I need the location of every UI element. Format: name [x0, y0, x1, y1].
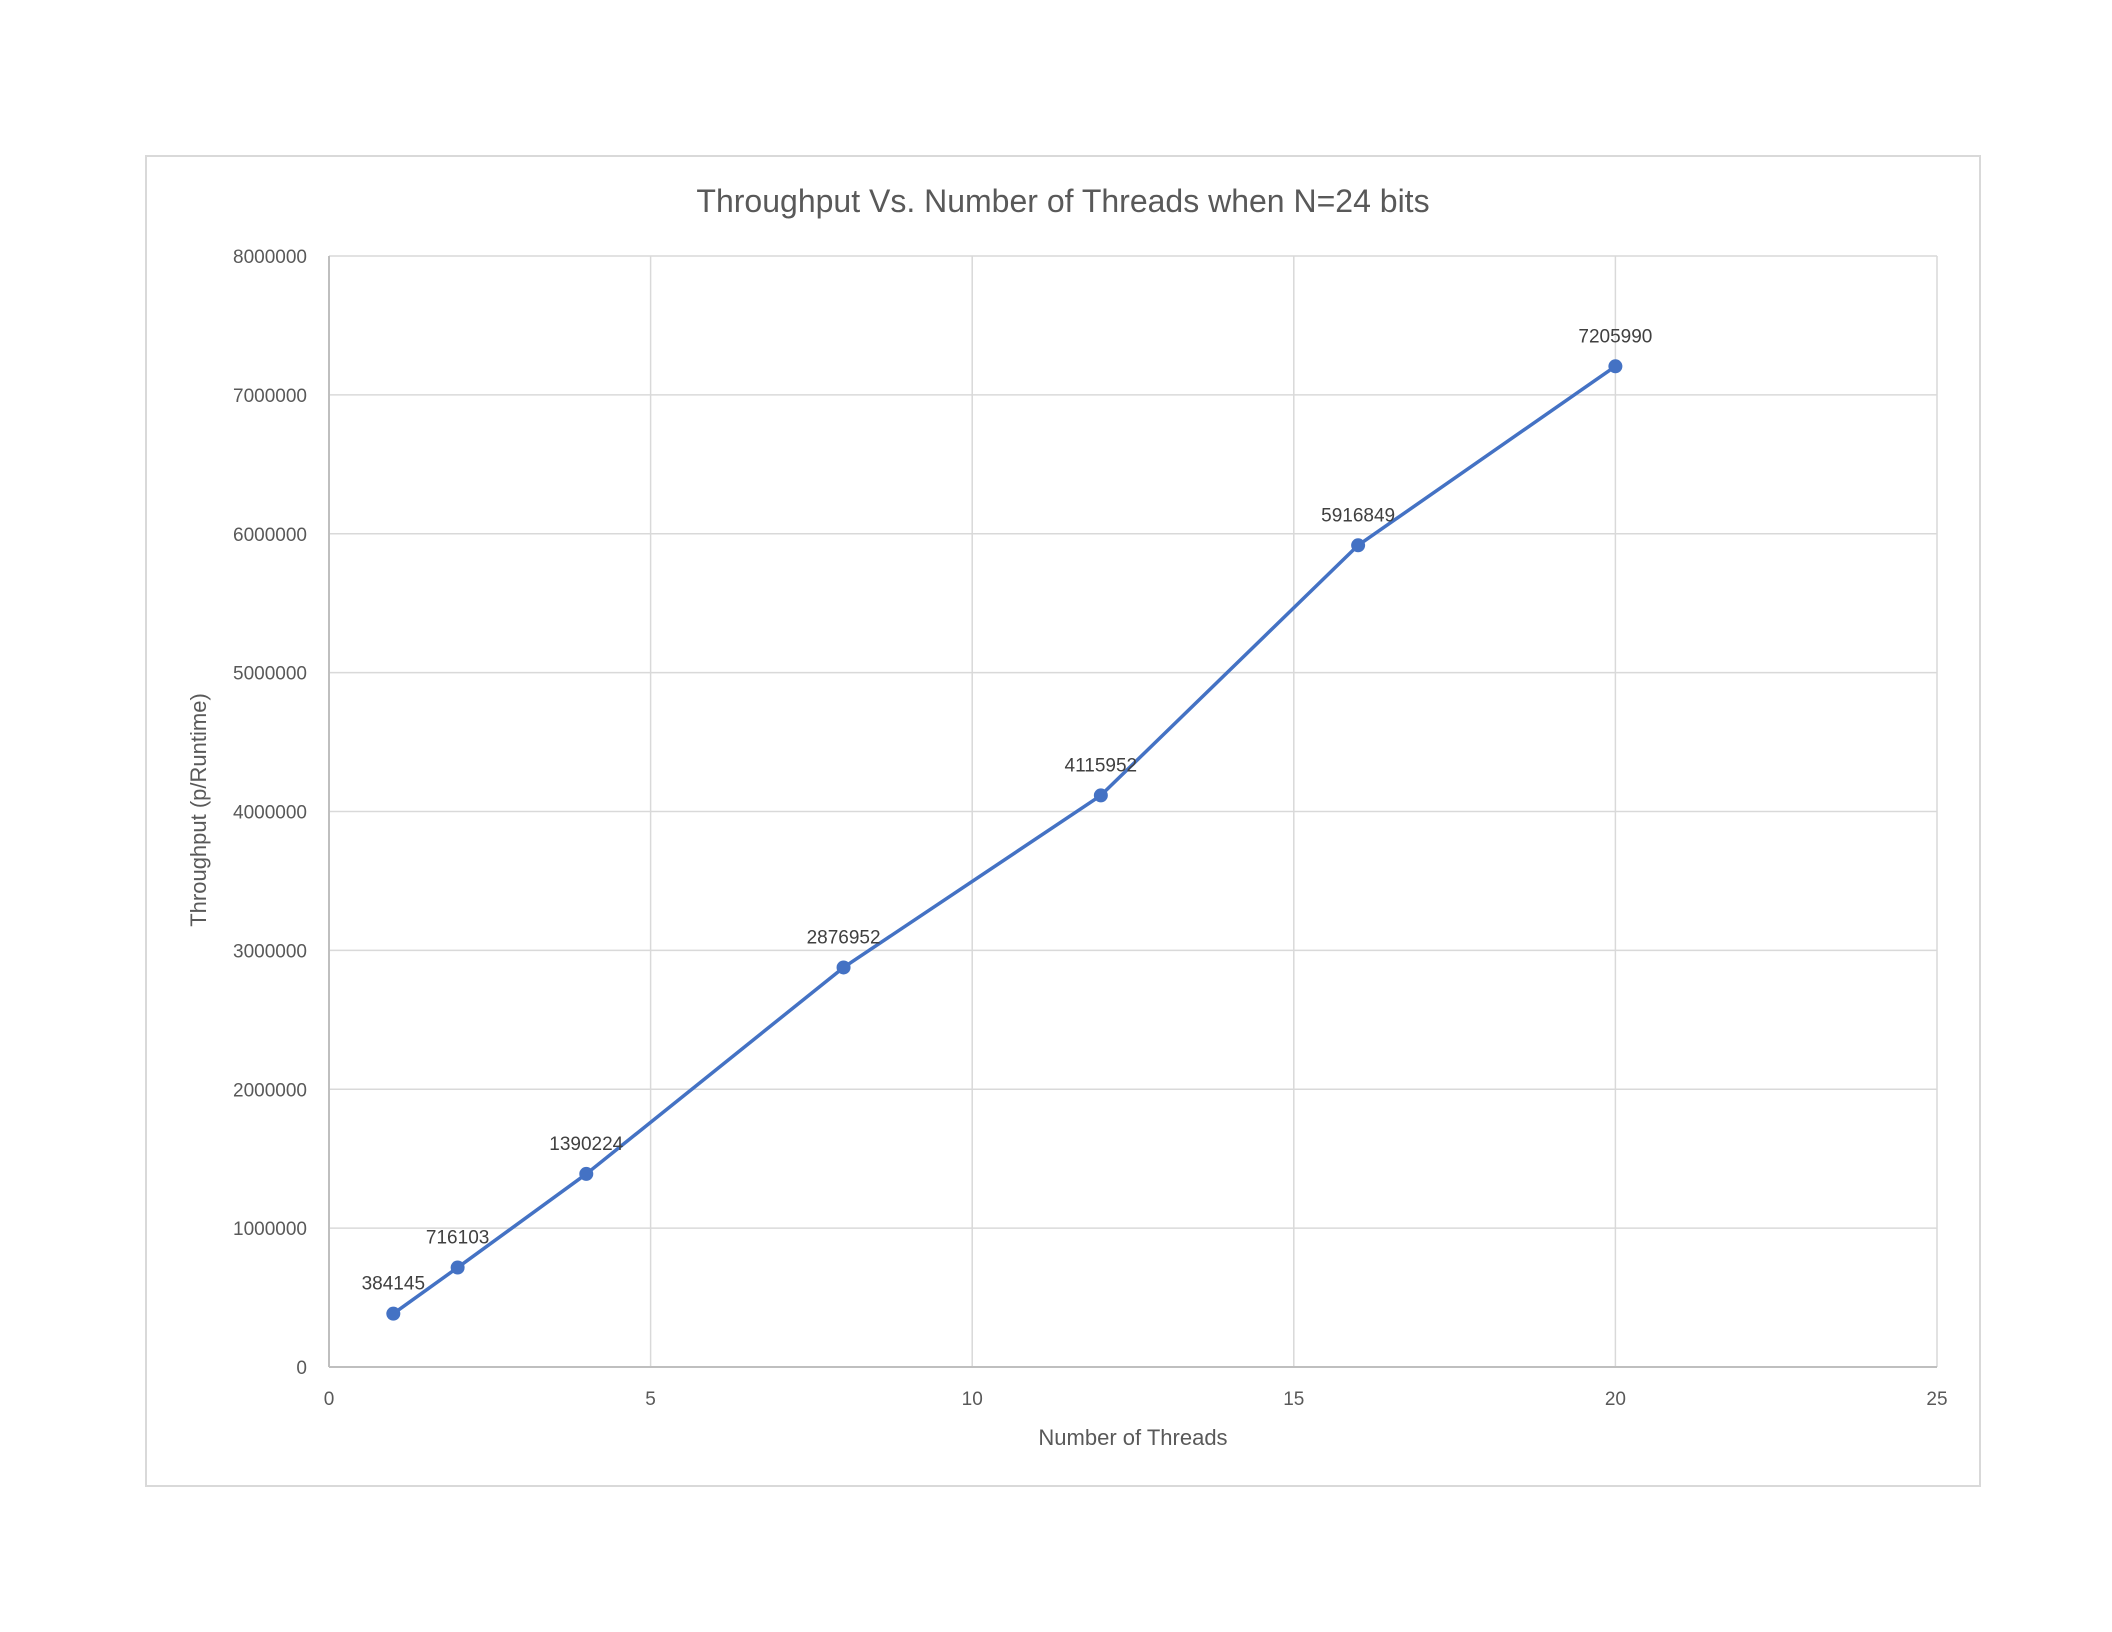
x-tick-label: 0	[324, 1389, 335, 1410]
y-tick-label: 2000000	[233, 1080, 307, 1101]
x-tick-label: 10	[962, 1389, 983, 1410]
y-tick-label: 8000000	[233, 247, 307, 268]
data-point	[836, 960, 851, 975]
x-tick-label: 20	[1605, 1389, 1626, 1410]
data-label: 7205990	[1578, 326, 1652, 347]
y-tick-label: 0	[296, 1358, 307, 1379]
chart-title: Throughput Vs. Number of Threads when N=…	[696, 183, 1429, 219]
y-tick-label: 4000000	[233, 803, 307, 824]
data-point	[579, 1166, 594, 1181]
x-tick-label: 5	[645, 1389, 656, 1410]
y-tick-label: 5000000	[233, 664, 307, 685]
data-point	[450, 1260, 465, 1275]
data-label: 716103	[426, 1228, 489, 1249]
axes: 0 1000000 2000000 3000000 4000000 5000000 6000…	[233, 247, 1948, 1410]
data-point	[1608, 359, 1623, 374]
data-label: 2876952	[807, 927, 881, 948]
x-tick-label: 15	[1283, 1389, 1304, 1410]
data-label: 4115952	[1065, 755, 1138, 776]
data-point	[1351, 538, 1366, 553]
data-label: 384145	[362, 1274, 425, 1295]
series: 384145 716103 1390224 2876952 4115952 5916849…	[362, 326, 1652, 1321]
data-label: 1390224	[549, 1134, 623, 1155]
y-axis-title: Throughput (p/Runtime)	[186, 693, 211, 927]
data-point	[1093, 788, 1108, 803]
y-tick-label: 7000000	[233, 386, 307, 407]
gridlines	[329, 255, 1938, 1367]
data-point	[386, 1306, 401, 1321]
y-tick-label: 6000000	[233, 525, 307, 546]
y-tick-label: 3000000	[233, 941, 307, 962]
x-axis-title: Number of Threads	[1038, 1425, 1227, 1450]
y-tick-label: 1000000	[233, 1219, 307, 1240]
x-tick-label: 25	[1926, 1389, 1947, 1410]
data-label: 5916849	[1321, 505, 1395, 526]
